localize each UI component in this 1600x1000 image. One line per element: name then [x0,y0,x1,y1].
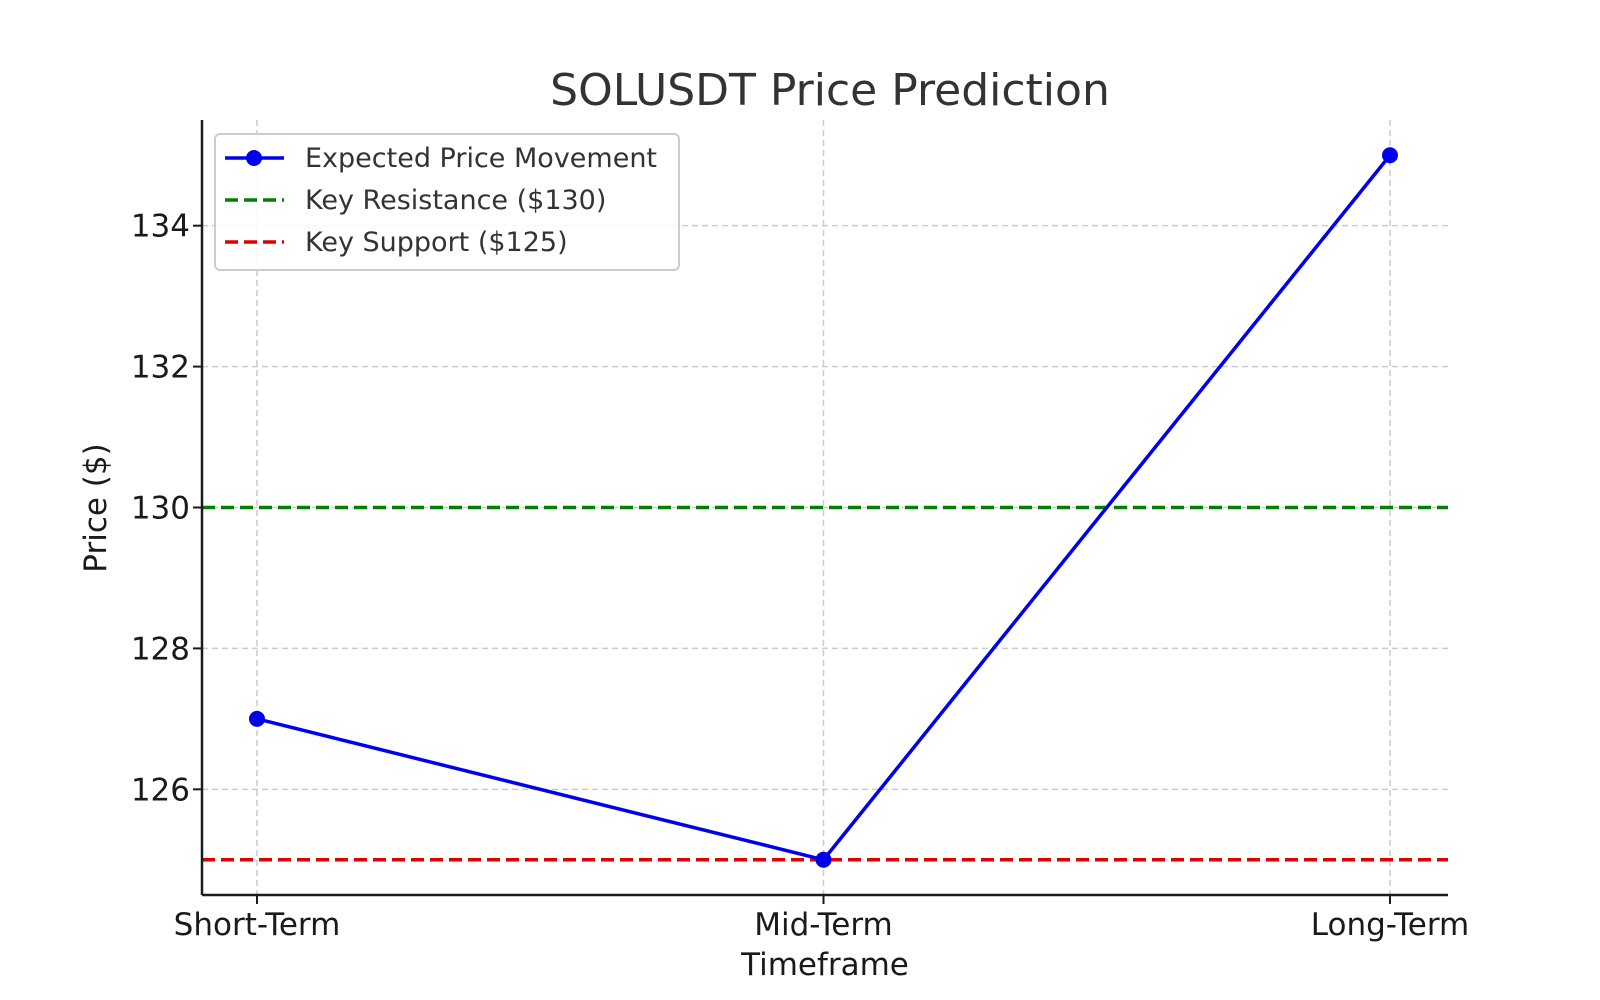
y-ticks: 126 128 130 132 134 [131,209,202,808]
data-point [1382,147,1398,164]
x-tick-label: Long-Term [1311,907,1470,943]
grid [202,120,1448,895]
legend-box [214,133,680,271]
y-tick-label: 130 [131,491,190,527]
y-tick-label: 134 [131,209,190,245]
x-ticks: Short-Term Mid-Term Long-Term [174,895,1470,943]
legend-marker-expected [246,150,262,166]
y-tick-label: 128 [131,631,190,667]
chart-title: SOLUSDT Price Prediction [550,65,1110,116]
legend-label-expected: Expected Price Movement [305,143,657,174]
x-tick-label: Short-Term [174,907,341,943]
legend-label-resistance: Key Resistance ($130) [305,185,606,216]
data-point [815,851,832,868]
y-axis-label: Price ($) [78,443,114,572]
legend: Expected Price Movement Key Resistance (… [214,133,680,271]
series [249,147,1398,868]
legend-label-support: Key Support ($125) [305,227,568,258]
x-axis-label: Timeframe [740,947,909,983]
data-point [249,710,265,727]
y-tick-label: 132 [131,350,190,386]
x-tick-label: Mid-Term [754,907,893,943]
reference-lines [202,505,1448,862]
y-tick-label: 126 [131,772,190,808]
